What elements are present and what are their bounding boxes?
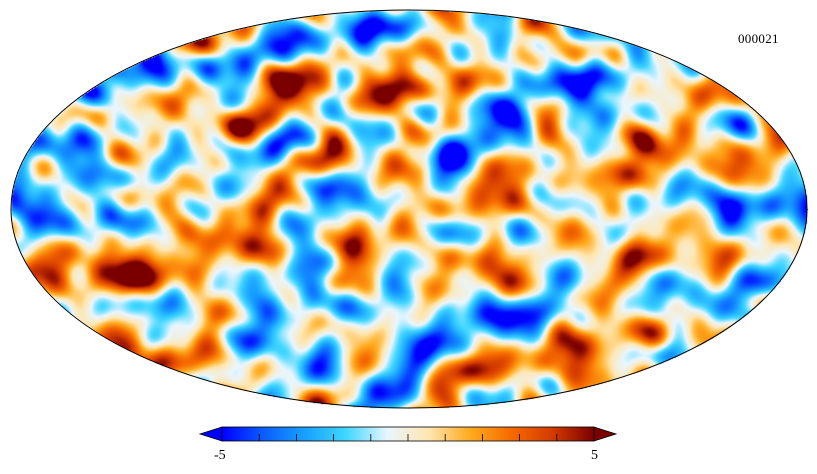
map-identifier: 000021: [738, 31, 779, 46]
colorbar-min-label: -5: [214, 448, 226, 463]
colorbar-max-label: 5: [591, 448, 598, 463]
colorbar-ticks: [258, 434, 558, 441]
colorbar-underflow-triangle: [198, 426, 223, 442]
colorbar-overflow-triangle: [593, 426, 618, 442]
